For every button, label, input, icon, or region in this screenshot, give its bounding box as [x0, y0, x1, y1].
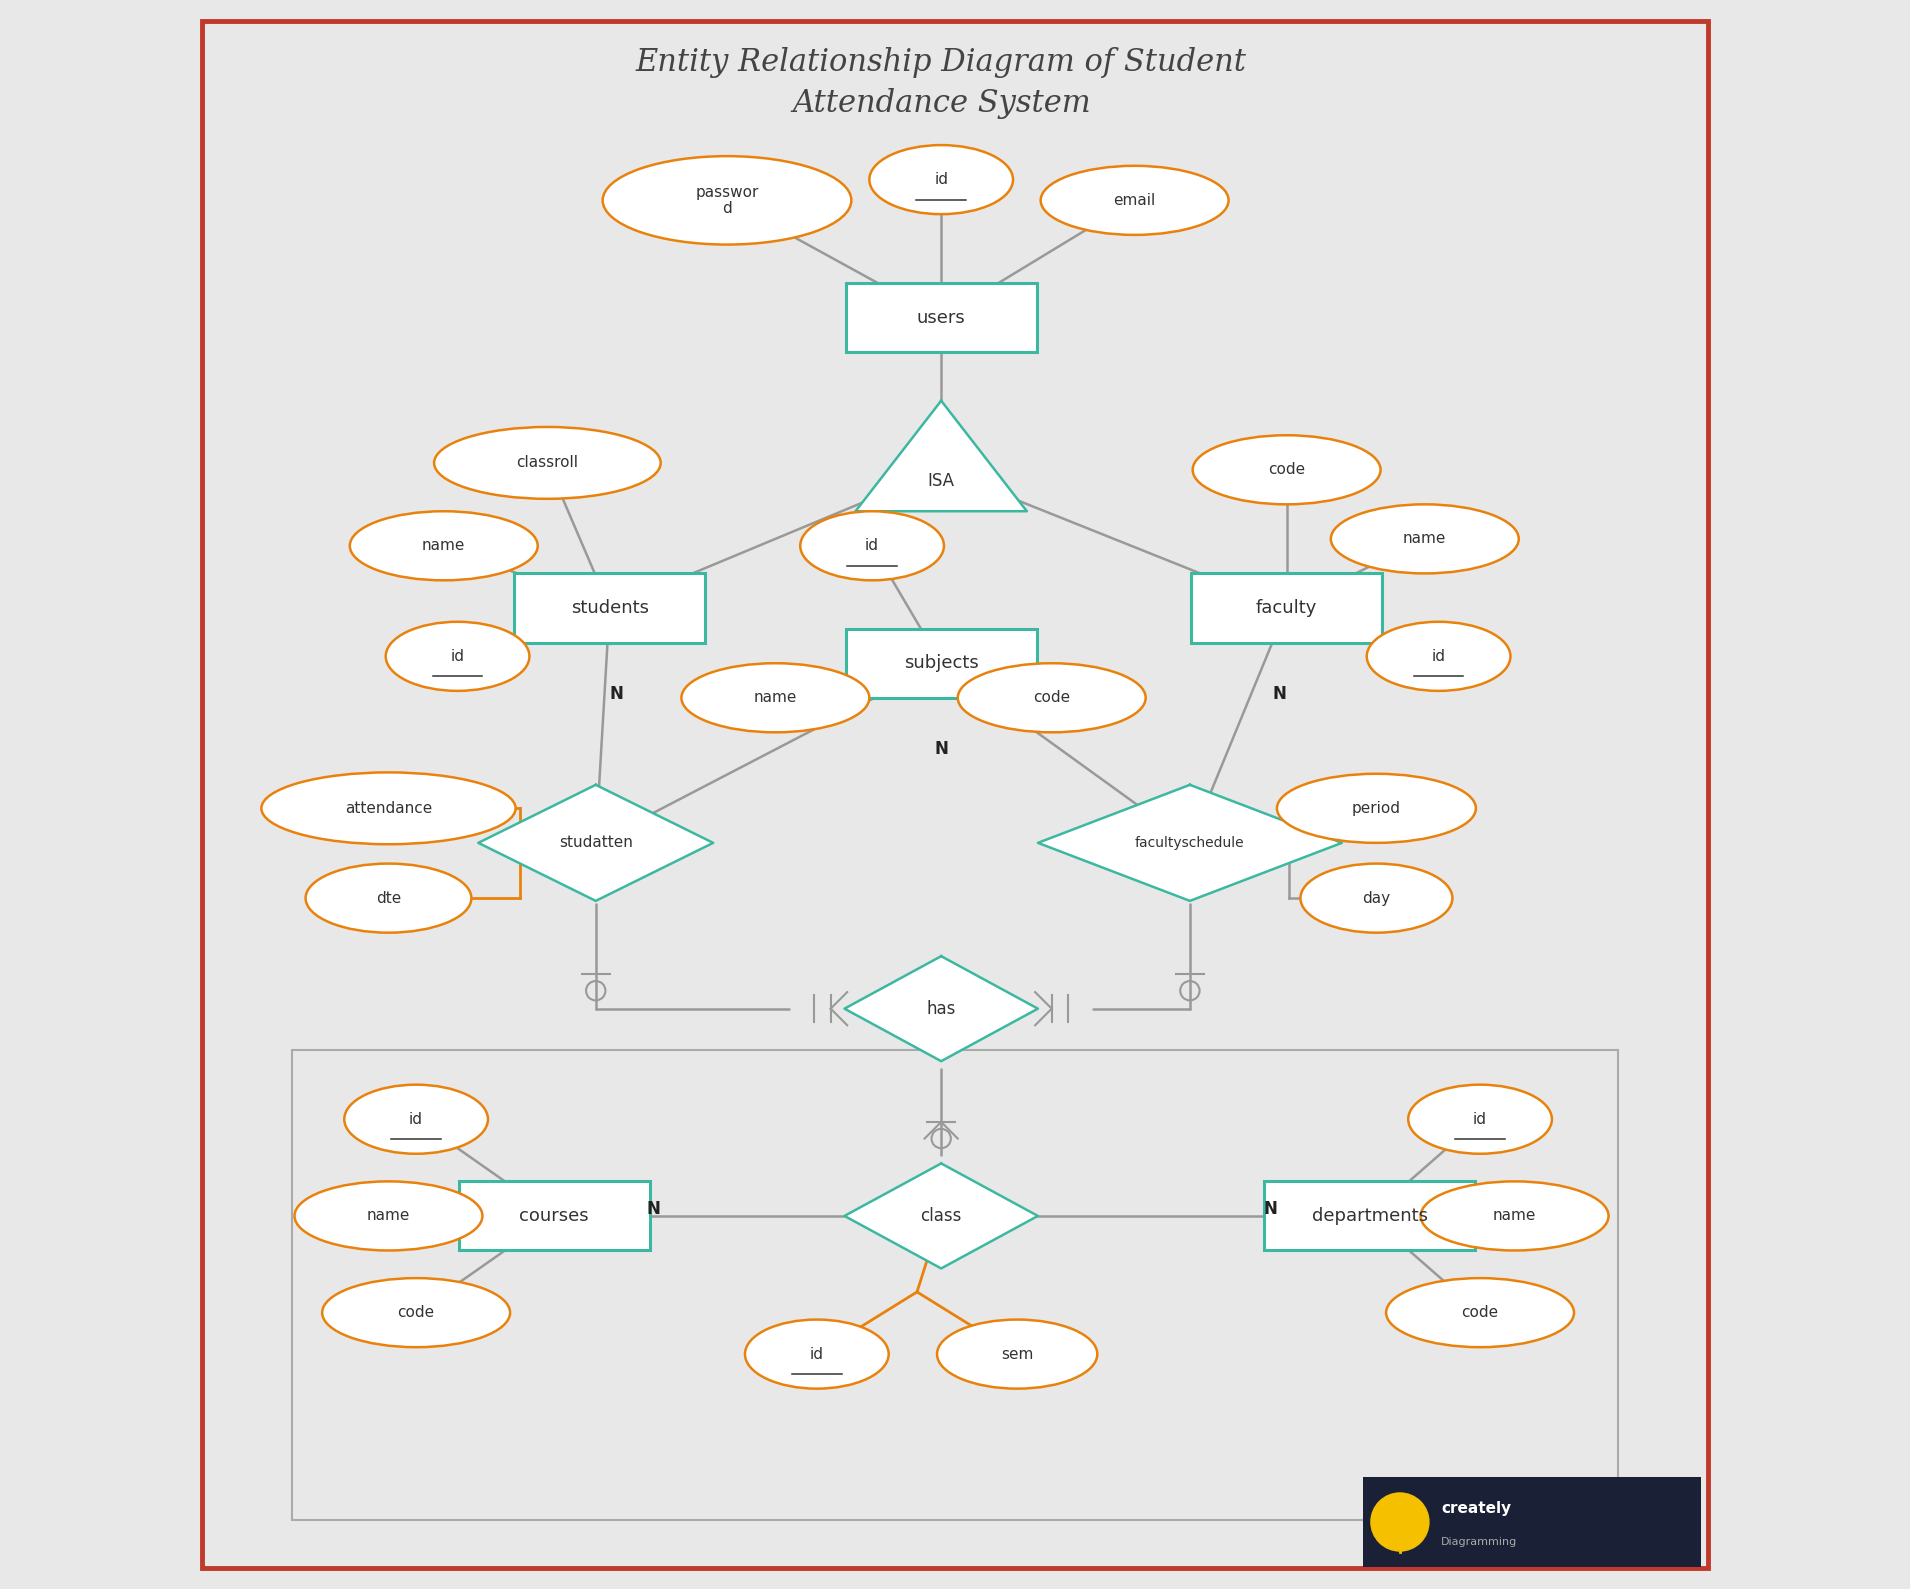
Text: students: students	[571, 599, 649, 617]
Text: id: id	[1432, 648, 1446, 664]
Polygon shape	[478, 785, 712, 901]
Text: period: period	[1352, 801, 1400, 815]
Text: code: code	[1033, 690, 1070, 706]
Text: class: class	[921, 1208, 963, 1225]
Ellipse shape	[938, 1319, 1098, 1389]
Ellipse shape	[1368, 621, 1511, 691]
Ellipse shape	[800, 512, 944, 580]
Text: id: id	[451, 648, 464, 664]
Text: name: name	[754, 690, 796, 706]
Ellipse shape	[1387, 1278, 1574, 1347]
Text: N: N	[934, 740, 947, 758]
Text: email: email	[1114, 192, 1156, 208]
Ellipse shape	[869, 145, 1012, 215]
Ellipse shape	[604, 156, 852, 245]
Text: faculty: faculty	[1257, 599, 1318, 617]
Text: Entity Relationship Diagram of Student
Attendance System: Entity Relationship Diagram of Student A…	[636, 46, 1247, 119]
Text: has: has	[926, 999, 955, 1017]
Text: N: N	[1263, 1200, 1278, 1219]
Text: sem: sem	[1001, 1346, 1033, 1362]
Ellipse shape	[434, 427, 661, 499]
Text: name: name	[1404, 531, 1446, 547]
Text: id: id	[409, 1112, 424, 1127]
Ellipse shape	[344, 1085, 487, 1154]
Text: courses: courses	[520, 1208, 588, 1225]
FancyBboxPatch shape	[846, 283, 1037, 353]
FancyBboxPatch shape	[846, 629, 1037, 698]
Text: day: day	[1362, 890, 1390, 906]
Text: passwor
d: passwor d	[695, 184, 758, 216]
Ellipse shape	[1301, 863, 1452, 933]
Ellipse shape	[745, 1319, 888, 1389]
Polygon shape	[1037, 785, 1343, 901]
FancyBboxPatch shape	[1362, 1478, 1702, 1567]
Ellipse shape	[1192, 435, 1381, 504]
Text: N: N	[647, 1200, 661, 1219]
Ellipse shape	[1421, 1181, 1608, 1251]
Polygon shape	[844, 957, 1037, 1061]
Text: N: N	[1272, 685, 1287, 702]
Ellipse shape	[1331, 504, 1518, 574]
Text: dte: dte	[376, 890, 401, 906]
Text: code: code	[1461, 1305, 1499, 1320]
Polygon shape	[856, 400, 1028, 512]
Ellipse shape	[294, 1181, 483, 1251]
Text: name: name	[422, 539, 466, 553]
Ellipse shape	[350, 512, 539, 580]
Text: facultyschedule: facultyschedule	[1135, 836, 1245, 850]
Text: id: id	[1473, 1112, 1488, 1127]
Ellipse shape	[957, 663, 1146, 733]
Text: studatten: studatten	[560, 836, 632, 850]
Text: code: code	[397, 1305, 435, 1320]
Text: users: users	[917, 308, 966, 327]
FancyBboxPatch shape	[202, 21, 1708, 1568]
Circle shape	[1371, 1494, 1429, 1551]
Polygon shape	[844, 1163, 1037, 1268]
Ellipse shape	[323, 1278, 510, 1347]
Text: id: id	[934, 172, 947, 188]
Text: Diagramming: Diagramming	[1442, 1537, 1518, 1548]
FancyBboxPatch shape	[1192, 574, 1383, 642]
Text: subjects: subjects	[903, 655, 978, 672]
Text: classroll: classroll	[516, 456, 579, 470]
Text: name: name	[1494, 1208, 1536, 1224]
Ellipse shape	[1278, 774, 1476, 842]
Text: id: id	[810, 1346, 823, 1362]
Ellipse shape	[1041, 165, 1228, 235]
Ellipse shape	[386, 621, 529, 691]
Text: departments: departments	[1312, 1208, 1427, 1225]
FancyBboxPatch shape	[514, 574, 705, 642]
Text: N: N	[609, 685, 623, 702]
FancyBboxPatch shape	[1264, 1181, 1475, 1251]
Ellipse shape	[262, 772, 516, 844]
Text: creately: creately	[1442, 1502, 1511, 1516]
Text: name: name	[367, 1208, 411, 1224]
Text: id: id	[865, 539, 879, 553]
Text: attendance: attendance	[346, 801, 432, 815]
Ellipse shape	[1408, 1085, 1553, 1154]
Ellipse shape	[306, 863, 472, 933]
Text: code: code	[1268, 462, 1305, 477]
Ellipse shape	[682, 663, 869, 733]
FancyBboxPatch shape	[458, 1181, 649, 1251]
Text: ISA: ISA	[928, 472, 955, 489]
FancyBboxPatch shape	[292, 1050, 1618, 1521]
